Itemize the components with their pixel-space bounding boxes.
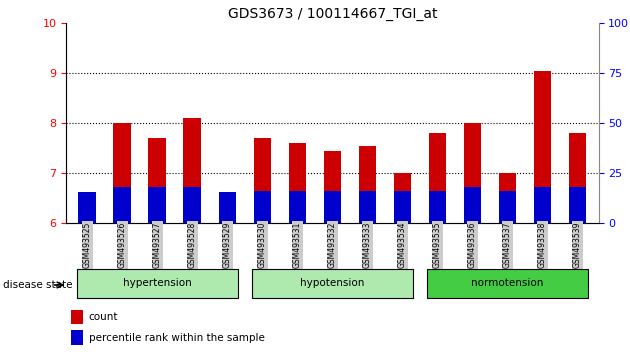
Text: GSM493535: GSM493535 — [433, 222, 442, 268]
Bar — [113, 123, 131, 223]
Bar — [149, 138, 166, 223]
Bar — [183, 118, 201, 223]
Bar — [499, 190, 516, 223]
Bar — [253, 190, 271, 223]
Bar — [394, 173, 411, 223]
Text: GSM493528: GSM493528 — [188, 222, 197, 268]
FancyBboxPatch shape — [252, 269, 413, 297]
Bar — [113, 187, 131, 223]
Title: GDS3673 / 100114667_TGI_at: GDS3673 / 100114667_TGI_at — [227, 7, 437, 21]
Bar — [464, 123, 481, 223]
Bar — [428, 190, 446, 223]
Text: GSM493533: GSM493533 — [363, 222, 372, 268]
Bar — [499, 173, 516, 223]
Bar — [149, 187, 166, 223]
Bar — [289, 190, 306, 223]
Bar — [569, 187, 587, 223]
Text: GSM493531: GSM493531 — [293, 222, 302, 268]
Text: GSM493527: GSM493527 — [152, 222, 162, 268]
FancyBboxPatch shape — [77, 269, 238, 297]
Text: hypertension: hypertension — [123, 278, 192, 288]
Bar — [71, 330, 83, 345]
Text: GSM493525: GSM493525 — [83, 222, 91, 268]
Bar — [534, 187, 551, 223]
Text: GSM493526: GSM493526 — [118, 222, 127, 268]
Bar — [358, 145, 376, 223]
Bar — [289, 143, 306, 223]
Bar — [569, 133, 587, 223]
Bar — [78, 192, 96, 223]
Text: GSM493530: GSM493530 — [258, 222, 266, 268]
Text: percentile rank within the sample: percentile rank within the sample — [88, 332, 265, 343]
Bar — [324, 190, 341, 223]
Text: hypotension: hypotension — [300, 278, 365, 288]
Bar — [534, 70, 551, 223]
Bar — [219, 200, 236, 223]
Bar — [78, 200, 96, 223]
Text: GSM493536: GSM493536 — [468, 222, 477, 268]
Bar — [464, 187, 481, 223]
Text: count: count — [88, 312, 118, 322]
Bar — [428, 133, 446, 223]
Text: GSM493529: GSM493529 — [223, 222, 232, 268]
Text: GSM493539: GSM493539 — [573, 222, 582, 268]
Bar — [71, 310, 83, 324]
Text: GSM493532: GSM493532 — [328, 222, 337, 268]
Bar — [219, 192, 236, 223]
Bar — [394, 190, 411, 223]
Bar — [324, 150, 341, 223]
Text: GSM493534: GSM493534 — [398, 222, 407, 268]
Text: normotension: normotension — [471, 278, 544, 288]
Bar — [358, 190, 376, 223]
FancyBboxPatch shape — [427, 269, 588, 297]
Text: GSM493538: GSM493538 — [538, 222, 547, 268]
Text: GSM493537: GSM493537 — [503, 222, 512, 268]
Bar — [253, 138, 271, 223]
Bar — [183, 187, 201, 223]
Text: disease state: disease state — [3, 280, 72, 290]
